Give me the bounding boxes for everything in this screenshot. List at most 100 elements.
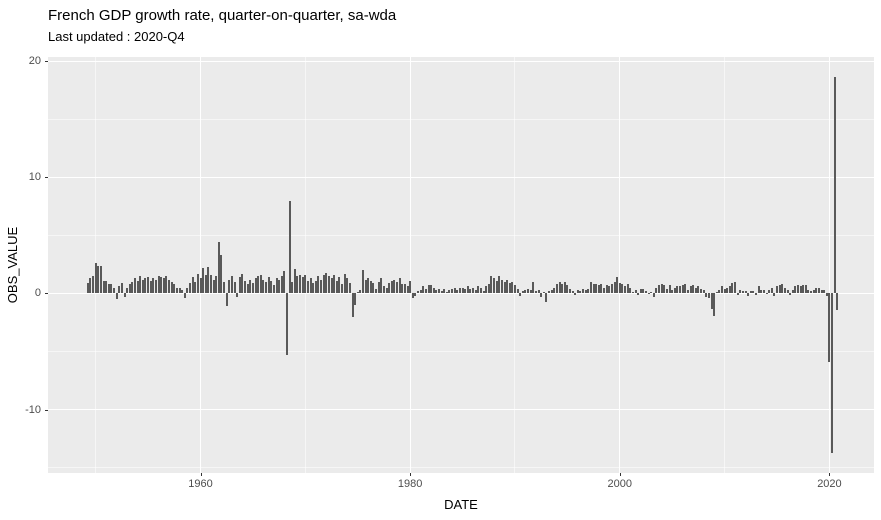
- bar: [584, 289, 587, 294]
- bar: [755, 293, 758, 295]
- x-tick-label: 1960: [188, 478, 213, 490]
- bar: [401, 284, 404, 294]
- bar: [419, 289, 422, 294]
- bar: [440, 291, 443, 294]
- bar: [571, 291, 574, 294]
- y-tick-mark: [45, 293, 48, 295]
- bar: [639, 288, 642, 294]
- bar: [791, 289, 794, 294]
- chart-subtitle: Last updated : 2020-Q4: [48, 29, 185, 44]
- bar: [154, 279, 157, 294]
- bar: [183, 293, 186, 299]
- bar: [443, 288, 446, 294]
- bar: [532, 281, 535, 294]
- bar: [254, 278, 257, 294]
- bar: [448, 289, 451, 294]
- bar: [107, 284, 110, 294]
- bar: [343, 273, 346, 294]
- y-tick-label: -10: [25, 403, 41, 416]
- bar: [320, 279, 323, 294]
- bar: [241, 273, 244, 294]
- bar: [189, 283, 192, 294]
- bar: [506, 279, 509, 294]
- bar: [723, 288, 726, 294]
- bar: [579, 291, 582, 294]
- bar: [794, 286, 797, 294]
- bar: [456, 289, 459, 294]
- bar: [181, 289, 184, 294]
- bar: [631, 292, 634, 294]
- bar: [403, 284, 406, 294]
- bar: [605, 285, 608, 294]
- bar: [359, 289, 362, 294]
- bar: [694, 287, 697, 294]
- bar: [147, 277, 150, 294]
- bar: [396, 281, 399, 294]
- bar: [576, 289, 579, 294]
- bar: [99, 265, 102, 294]
- bar: [587, 288, 590, 294]
- bar: [804, 285, 807, 294]
- bar: [697, 286, 700, 294]
- bar: [527, 288, 530, 294]
- bar: [170, 281, 173, 294]
- bar: [354, 293, 357, 306]
- bar: [186, 287, 189, 294]
- bar: [246, 284, 249, 294]
- bar: [613, 281, 616, 294]
- bar: [291, 281, 294, 294]
- bar: [534, 291, 537, 294]
- bar: [595, 284, 598, 294]
- bar: [702, 289, 705, 294]
- bar: [600, 284, 603, 294]
- bar: [789, 293, 792, 295]
- bar: [361, 270, 364, 294]
- bar: [760, 289, 763, 294]
- bar: [110, 284, 113, 294]
- bar: [427, 285, 430, 294]
- bar: [259, 274, 262, 294]
- bar: [555, 284, 558, 294]
- bar: [629, 287, 632, 294]
- bar: [92, 276, 95, 294]
- bar: [752, 291, 755, 294]
- x-axis-title: DATE: [444, 497, 478, 512]
- bar: [351, 293, 354, 317]
- gridline-vertical-minor: [304, 57, 306, 473]
- bar: [458, 287, 461, 294]
- bar: [707, 293, 710, 299]
- bar: [676, 286, 679, 294]
- gridline-horizontal-minor: [48, 351, 874, 353]
- bar: [781, 284, 784, 294]
- bar: [348, 283, 351, 294]
- bar: [529, 289, 532, 294]
- bar: [451, 288, 454, 294]
- bar: [807, 289, 810, 294]
- bar: [128, 284, 131, 294]
- bar: [474, 289, 477, 294]
- y-tick-label: 20: [28, 55, 41, 68]
- bar: [621, 284, 624, 294]
- bar: [453, 287, 456, 294]
- bar: [519, 293, 522, 296]
- x-tick-label: 1980: [397, 478, 423, 490]
- bar: [812, 289, 815, 294]
- bar: [191, 277, 194, 294]
- bar: [660, 284, 663, 294]
- bar: [338, 277, 341, 294]
- bar: [238, 277, 241, 294]
- bar: [642, 288, 645, 294]
- bar: [778, 285, 781, 294]
- gridline-vertical-minor: [514, 57, 516, 473]
- bar: [251, 283, 254, 294]
- bar: [280, 276, 283, 294]
- bar: [679, 286, 682, 294]
- bar: [168, 279, 171, 294]
- bar: [134, 278, 136, 294]
- bar: [356, 292, 359, 294]
- bar: [513, 285, 516, 294]
- bar: [178, 287, 181, 294]
- bar: [372, 283, 375, 294]
- y-tick-mark: [45, 61, 48, 63]
- bar: [285, 293, 288, 356]
